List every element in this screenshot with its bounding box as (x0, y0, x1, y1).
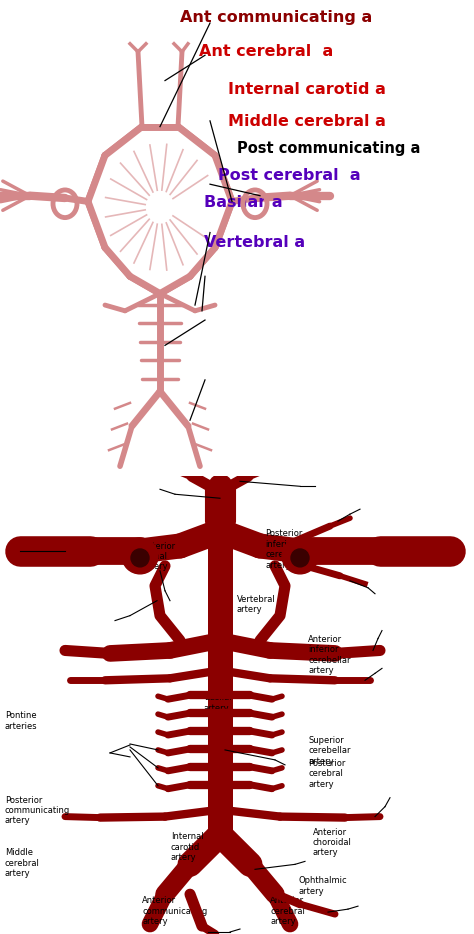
Circle shape (291, 549, 309, 567)
Text: Internal
carotid
artery: Internal carotid artery (171, 832, 203, 862)
Text: Posterior
communicating
artery: Posterior communicating artery (5, 796, 70, 826)
Text: Ophthalmic
artery: Ophthalmic artery (299, 876, 347, 896)
Text: Anterior
choroidal
artery: Anterior choroidal artery (313, 828, 352, 857)
Text: Vertebral a: Vertebral a (204, 235, 305, 250)
Text: Post communicating a: Post communicating a (237, 141, 420, 156)
Text: Pontine
arteries: Pontine arteries (5, 712, 37, 731)
Text: Posterior
cerebral
artery: Posterior cerebral artery (308, 759, 346, 788)
Text: Internal carotid a: Internal carotid a (228, 81, 385, 96)
Text: Anterior
spinal
artery: Anterior spinal artery (142, 542, 176, 572)
Text: Anterior
communicating
artery: Anterior communicating artery (142, 897, 208, 926)
Text: Post cerebral  a: Post cerebral a (218, 168, 361, 183)
Circle shape (282, 538, 318, 573)
Text: Ant cerebral  a: Ant cerebral a (199, 45, 333, 60)
Text: Posterior
inferior
cerebellar
artery: Posterior inferior cerebellar artery (265, 530, 308, 570)
Text: Middle
cerebral
artery: Middle cerebral artery (5, 848, 40, 878)
Polygon shape (88, 127, 232, 293)
Text: Ant communicating a: Ant communicating a (180, 10, 373, 25)
Text: Basilar a: Basilar a (204, 195, 283, 210)
Circle shape (122, 538, 158, 573)
Circle shape (131, 549, 149, 567)
Text: Superior
cerebellar
artery: Superior cerebellar artery (308, 736, 351, 766)
Text: Vertebral
artery: Vertebral artery (237, 595, 276, 615)
Text: Basilar
artery: Basilar artery (204, 693, 233, 713)
Text: Middle cerebral a: Middle cerebral a (228, 114, 385, 129)
Text: Anterior
cerebral
artery: Anterior cerebral artery (270, 897, 305, 926)
Text: Anterior
inferior
cerebellar
artery: Anterior inferior cerebellar artery (308, 635, 351, 675)
